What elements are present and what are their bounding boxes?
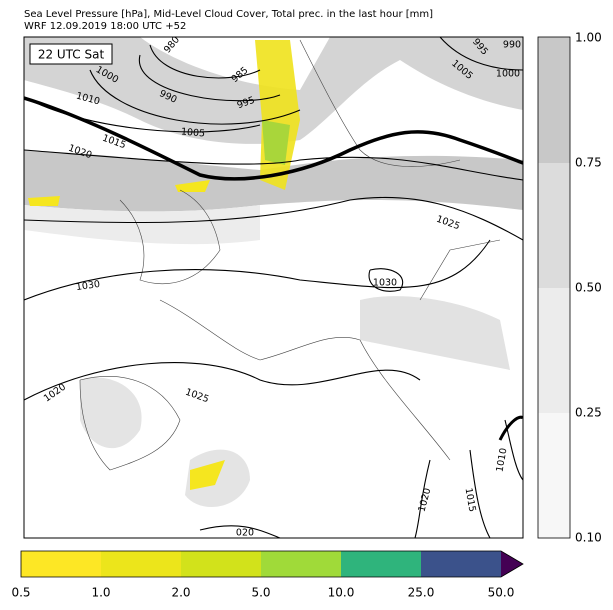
cloud-tick-label: 1.00 — [575, 31, 602, 45]
precip-tick-label: 5.0 — [251, 586, 270, 600]
precip-tick-label: 2.0 — [171, 586, 190, 600]
precip-tick-label: 25.0 — [408, 586, 435, 600]
cloud-tick-label: 0.10 — [575, 531, 602, 545]
isobar-label: 1030 — [373, 278, 397, 289]
precip-tick-label: 50.0 — [488, 586, 515, 600]
time-label: 22 UTC Sat — [38, 48, 105, 62]
cloud-tick-label: 0.50 — [575, 281, 602, 295]
subtitle: WRF 12.09.2019 18:00 UTC +52 — [24, 21, 186, 32]
title: Sea Level Pressure [hPa], Mid-Level Clou… — [24, 9, 433, 20]
time-label-box — [29, 43, 113, 65]
cloud-colorbar: 1.00 0.75 0.50 0.25 0.10 — [537, 31, 602, 545]
isobar-label: 1015 — [462, 487, 477, 513]
isobar-label: 1010 — [494, 447, 509, 473]
precip-tick-label: 10.0 — [328, 586, 355, 600]
isobar-label: 990 — [503, 40, 521, 51]
precip-tick-label: 0.5 — [11, 586, 30, 600]
precip-colorbar: 0.5 1.0 2.0 5.0 10.0 25.0 50.0 — [11, 550, 524, 600]
isobar-label: 1030 — [75, 279, 100, 293]
precip-tick-label: 1.0 — [91, 586, 110, 600]
isobar-label: 1005 — [180, 126, 205, 139]
map: 980 985 990 995 1000 1005 1010 1015 1020… — [23, 35, 524, 539]
cloud-tick-label: 0.75 — [575, 156, 602, 170]
isobar-label: 020 — [236, 528, 254, 539]
isobar-label: 1000 — [496, 69, 520, 80]
cloud-tick-label: 0.25 — [575, 406, 602, 420]
